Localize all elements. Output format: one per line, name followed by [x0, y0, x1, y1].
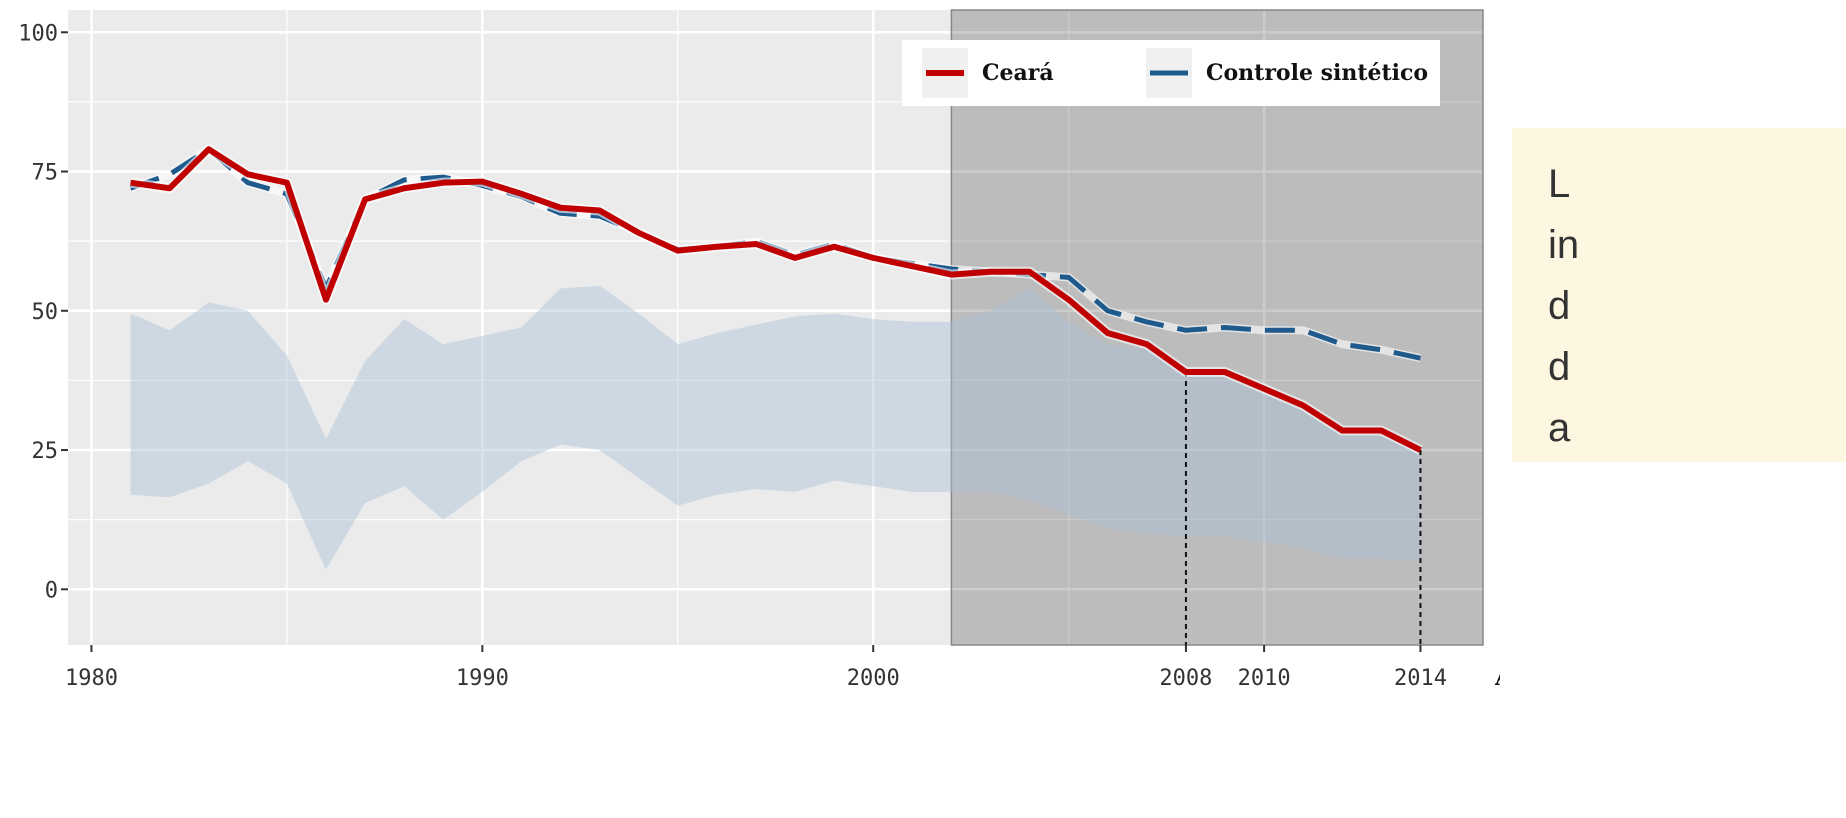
x-tick-label: 1990	[456, 666, 509, 691]
y-tick-label: 50	[32, 300, 59, 325]
annotation-line: a	[1548, 406, 1571, 450]
x-tick-label: 2000	[847, 666, 900, 691]
x-axis-label: Anos	[1494, 665, 1500, 691]
chart: 0 25 50 75 100 1980 1990 2000 2008 2010 2014 Anos Ce…	[18, 9, 1500, 691]
y-tick-label: 0	[45, 578, 58, 603]
series-line	[130, 146, 1422, 453]
range-band	[130, 285, 1421, 570]
annotation-line: L	[1548, 162, 1571, 206]
legend-label: Ceará	[982, 60, 1054, 86]
x-tick-label: 2014	[1394, 666, 1447, 691]
y-tick-label: 25	[32, 439, 59, 464]
annotation-line: d	[1548, 345, 1571, 389]
x-tick-label: 2008	[1159, 666, 1212, 691]
legend-label: Controle sintético	[1206, 60, 1428, 86]
y-tick-label: 75	[32, 161, 59, 186]
annotation-line: d	[1548, 284, 1571, 328]
x-tick-label: 2010	[1238, 666, 1291, 691]
x-tick-label: 1980	[65, 666, 118, 691]
y-tick-label: 100	[18, 21, 58, 46]
annotation-line: in	[1548, 223, 1580, 267]
